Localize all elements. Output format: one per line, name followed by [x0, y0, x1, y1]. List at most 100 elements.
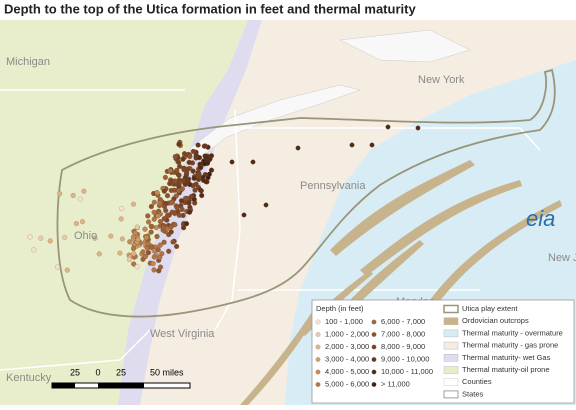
- legend-swatch: [371, 319, 377, 325]
- well-point: [150, 261, 156, 267]
- legend-label: 9,000 - 10,000: [381, 354, 429, 363]
- legend-swatch: [443, 304, 459, 314]
- well-point: [70, 192, 76, 199]
- well-point: [148, 244, 154, 250]
- well-point: [190, 148, 196, 154]
- well-point: [148, 223, 154, 229]
- state-border: [240, 127, 541, 151]
- well-point: [148, 229, 154, 235]
- well-point: [415, 125, 421, 131]
- well-point: [191, 175, 197, 181]
- well-point: [180, 177, 186, 184]
- well-point: [198, 165, 204, 171]
- state-border: [0, 329, 151, 371]
- well-point: [142, 226, 148, 232]
- legend: Depth (in feet) 100 - 1,000 1,000 - 2,000…: [311, 299, 575, 404]
- legend-label: Utica play extent: [462, 304, 518, 313]
- legend-label: Thermal maturity- wet Gas: [462, 353, 551, 362]
- legend-label: 100 - 1,000: [325, 317, 363, 326]
- well-point: [171, 187, 177, 193]
- legend-swatch: [315, 357, 321, 362]
- wet-gas-zone: [118, 20, 262, 405]
- legend-swatch: [443, 329, 459, 338]
- well-point: [241, 212, 247, 218]
- well-point: [135, 237, 141, 243]
- legend-label: Thermal maturity - gas prone: [462, 341, 558, 350]
- well-point: [186, 200, 192, 206]
- well-point: [176, 188, 182, 194]
- well-point: [170, 239, 176, 245]
- well-point: [73, 220, 79, 227]
- well-point: [385, 124, 391, 130]
- well-point: [140, 249, 146, 255]
- scale-bar: 25 0 25 50 miles: [51, 367, 191, 389]
- well-point: [38, 235, 44, 241]
- outcrop: [350, 240, 424, 306]
- well-point: [198, 188, 204, 194]
- well-point: [184, 166, 191, 172]
- well-point: [131, 251, 137, 257]
- legend-title: Depth (in feet): [316, 304, 364, 313]
- well-point: [126, 256, 132, 263]
- logo: eia: [526, 206, 555, 231]
- well-point: [151, 209, 157, 215]
- legend-swatch: [315, 319, 321, 325]
- legend-swatch: [371, 332, 377, 337]
- well-point: [157, 242, 163, 248]
- well-point: [167, 168, 173, 174]
- legend-swatch: [371, 369, 377, 375]
- well-point: [182, 195, 189, 201]
- well-point: [172, 178, 178, 184]
- well-point: [151, 199, 157, 205]
- legend-swatch: [443, 378, 459, 386]
- well-point: [148, 203, 154, 210]
- well-point: [186, 159, 192, 165]
- well-point: [169, 200, 175, 206]
- well-point: [183, 221, 190, 227]
- well-point: [153, 225, 159, 231]
- well-point: [117, 250, 123, 256]
- scale-segment: [98, 383, 144, 388]
- well-point: [77, 196, 83, 202]
- legend-swatch: [315, 382, 321, 387]
- legend-label: 6,000 - 7,000: [381, 317, 425, 326]
- well-point: [151, 254, 157, 260]
- well-point: [187, 153, 193, 160]
- well-point: [178, 198, 185, 204]
- well-point: [47, 238, 53, 244]
- map-label: Ohio: [74, 230, 97, 242]
- well-point: [119, 236, 125, 242]
- well-point: [164, 193, 171, 199]
- well-point: [134, 224, 140, 230]
- well-point: [349, 142, 355, 148]
- legend-swatch: [371, 357, 377, 362]
- well-point: [131, 261, 137, 267]
- well-point: [176, 212, 182, 218]
- well-point: [166, 248, 172, 254]
- well-point: [190, 168, 196, 174]
- well-point: [118, 216, 124, 222]
- well-point: [168, 229, 174, 235]
- legend-swatch: [443, 366, 459, 374]
- lake-ontario: [339, 29, 471, 63]
- well-point: [295, 145, 301, 151]
- outcrop: [360, 180, 522, 276]
- legend-swatch: [443, 390, 459, 399]
- well-point: [62, 234, 68, 240]
- ordovician-outcrops: [240, 160, 562, 405]
- legend-swatch: [371, 382, 377, 387]
- outcrop: [330, 160, 475, 256]
- legend-label: Counties: [462, 377, 492, 386]
- well-point: [174, 205, 180, 211]
- scale-label: 25: [70, 367, 80, 377]
- utica-play-extent: [56, 68, 556, 318]
- title: Depth to the top of the Utica formation …: [4, 1, 416, 16]
- legend-swatch: [443, 354, 459, 362]
- well-point: [157, 264, 164, 270]
- well-point: [145, 240, 151, 247]
- legend-swatch: [315, 369, 321, 375]
- map-label: New York: [418, 74, 465, 86]
- well-point: [179, 206, 185, 212]
- legend-label: 5,000 - 6,000: [325, 379, 369, 388]
